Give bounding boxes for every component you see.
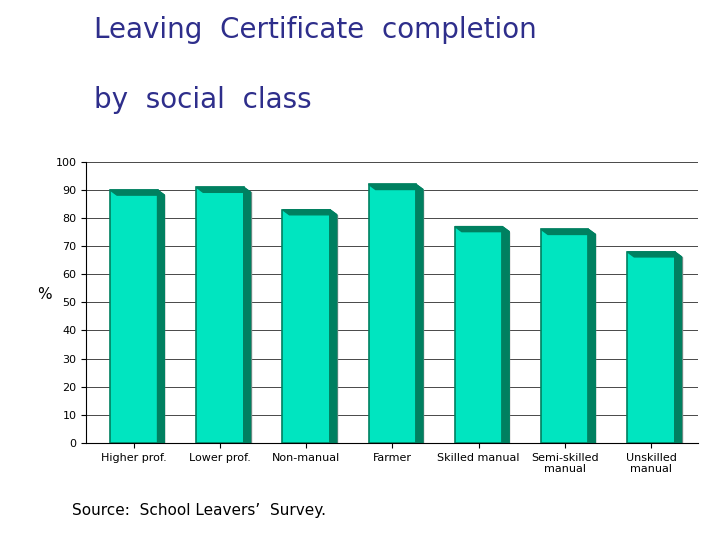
Polygon shape (197, 187, 251, 192)
Polygon shape (282, 210, 337, 215)
Polygon shape (110, 190, 164, 195)
Text: by  social  class: by social class (94, 86, 311, 114)
Y-axis label: %: % (37, 287, 52, 302)
Bar (110, 190, 158, 443)
Polygon shape (627, 252, 682, 257)
Polygon shape (117, 195, 164, 448)
Text: Leaving  Certificate  completion: Leaving Certificate completion (94, 16, 536, 44)
Polygon shape (416, 185, 423, 448)
Polygon shape (330, 210, 337, 448)
Polygon shape (455, 227, 509, 232)
Polygon shape (675, 252, 682, 448)
Polygon shape (541, 230, 595, 234)
Polygon shape (634, 257, 682, 448)
Polygon shape (369, 185, 423, 190)
Polygon shape (376, 190, 423, 448)
Polygon shape (203, 192, 251, 448)
Bar (541, 230, 588, 443)
Bar (282, 210, 330, 443)
Polygon shape (243, 187, 251, 448)
Polygon shape (462, 232, 509, 448)
Bar (455, 227, 503, 443)
Polygon shape (289, 215, 337, 448)
Polygon shape (503, 227, 509, 448)
Bar (627, 252, 675, 443)
Polygon shape (158, 190, 164, 448)
Bar (197, 187, 243, 443)
Bar (369, 185, 416, 443)
Polygon shape (588, 230, 595, 448)
Text: Source:  School Leavers’  Survey.: Source: School Leavers’ Survey. (72, 503, 326, 518)
Polygon shape (548, 234, 595, 448)
